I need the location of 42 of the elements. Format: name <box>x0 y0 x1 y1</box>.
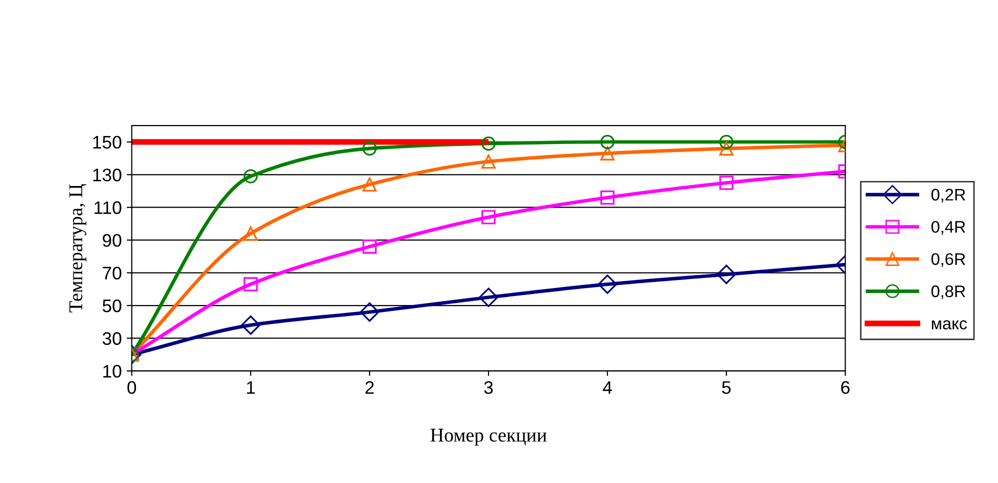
legend-label: макс <box>932 320 967 330</box>
point <box>362 141 377 156</box>
point <box>481 136 496 151</box>
x-axis-title: Номер секции <box>430 428 547 446</box>
point <box>362 240 377 254</box>
point <box>481 210 496 224</box>
point <box>719 141 734 156</box>
point <box>240 315 260 335</box>
point <box>600 134 615 150</box>
x-tick-label: 2 <box>365 381 374 394</box>
legend-label: 0,4R <box>931 221 966 235</box>
point <box>244 277 258 292</box>
y-tick-label: 30 <box>102 332 122 345</box>
y-tick-label: 50 <box>102 299 122 312</box>
y-tick-label: 150 <box>93 136 122 149</box>
point <box>600 190 615 205</box>
point <box>478 288 498 308</box>
x-tick-label: 6 <box>841 381 850 394</box>
x-tick-label: 4 <box>602 381 612 394</box>
point <box>598 274 618 294</box>
y-tick-label: 130 <box>93 168 122 182</box>
x-tick-label: 3 <box>484 381 493 394</box>
x-tick-label: 5 <box>722 381 731 394</box>
point <box>719 176 734 190</box>
point <box>362 177 377 192</box>
x-tick-label: 0 <box>127 381 136 394</box>
y-tick-label: 70 <box>102 266 122 280</box>
y-tick-label: 110 <box>94 201 122 214</box>
x-tick-label: 1 <box>247 381 255 394</box>
y-tick-label: 90 <box>102 234 122 247</box>
point <box>719 134 734 150</box>
y-tick-label: 10 <box>103 364 122 378</box>
legend-label: 0,2R <box>931 188 966 203</box>
point <box>360 302 380 322</box>
y-axis-title: Температура, Ц <box>69 184 86 312</box>
legend-label: 0,6R <box>931 253 966 267</box>
point <box>716 264 736 284</box>
point <box>244 169 258 184</box>
point <box>600 146 615 160</box>
point <box>481 154 496 169</box>
point <box>244 226 258 241</box>
legend-label: 0,8R <box>931 285 966 300</box>
